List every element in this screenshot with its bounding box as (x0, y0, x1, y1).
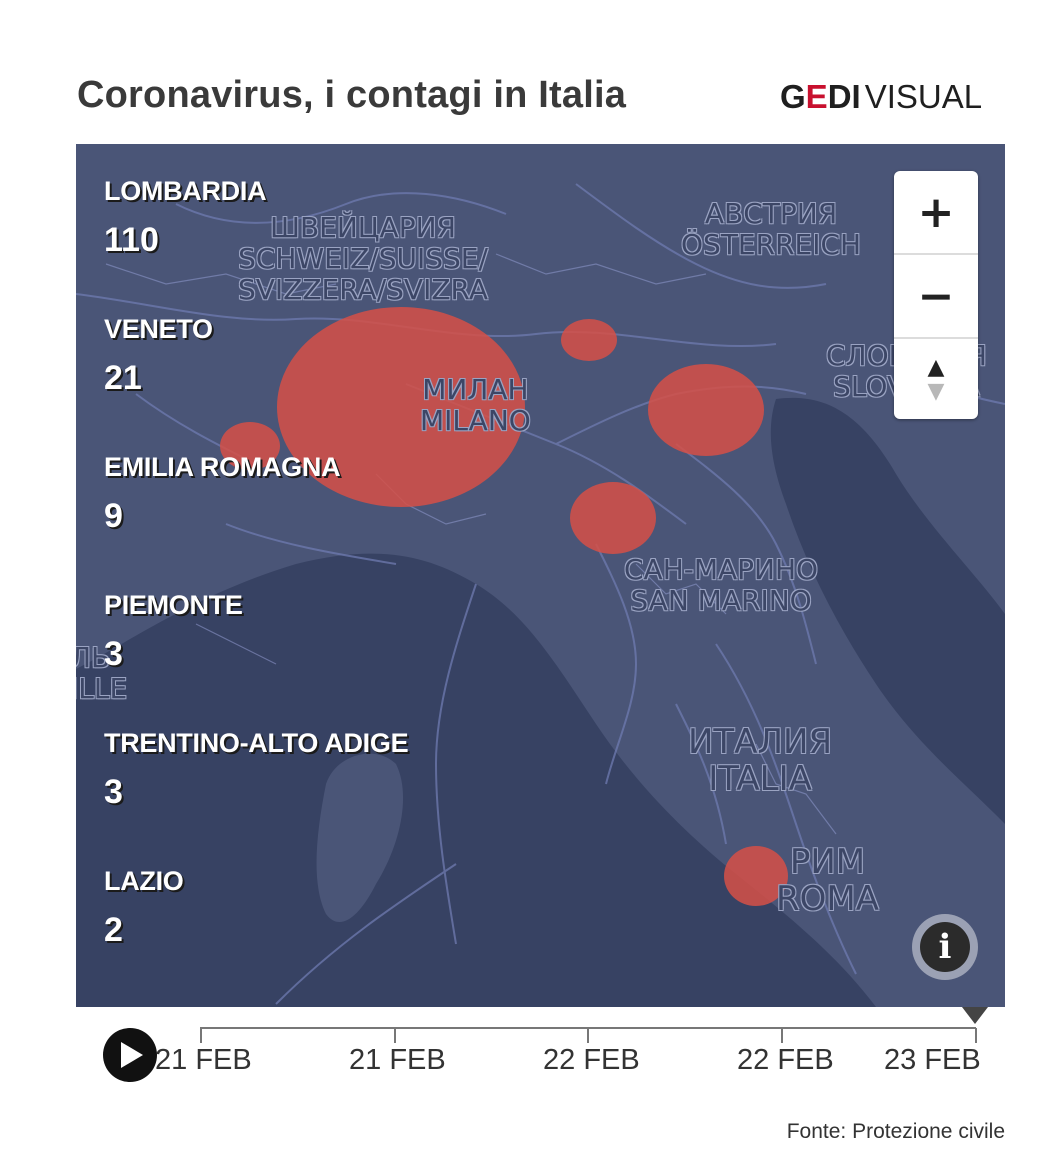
region-name: LOMBARDIA (104, 176, 267, 206)
timeline-tick-label[interactable]: 21 FEB (155, 1044, 252, 1076)
map-label-edge-left: ЛЬ ILLE (76, 641, 128, 705)
region-entry: PIEMONTE 3 (104, 590, 408, 728)
info-icon: i (920, 922, 970, 972)
region-name: EMILIA ROMAGNA (104, 452, 341, 482)
info-button[interactable]: i (912, 914, 978, 980)
chart-title: Coronavirus, i contagi in Italia (77, 74, 627, 116)
map-canvas[interactable]: ШВЕЙЦАРИЯ SCHWEIZ/SUISSE/ SVIZZERA/SVIZR… (76, 144, 1005, 1007)
map-basemap (76, 183, 1005, 1007)
region-name: TRENTINO-ALTO ADIGE (104, 728, 409, 758)
timeline-track[interactable] (0, 1007, 1060, 1097)
map-label-austria: АВСТРИЯ ÖSTERREICH (681, 197, 862, 261)
timeline-tick-label[interactable]: 22 FEB (543, 1044, 640, 1076)
bubble-trentino[interactable] (561, 319, 617, 361)
region-entry: VENETO 21 (104, 314, 408, 452)
region-count: 3 (104, 635, 123, 673)
timeline-handle (962, 1007, 988, 1024)
region-count: 9 (104, 497, 123, 535)
region-list: LOMBARDIA 110 VENETO 21 EMILIA ROMAGNA 9 PIEMO… (104, 176, 409, 1004)
compass-button[interactable]: ▲ ▼ (894, 339, 978, 419)
bubble-piemonte[interactable] (220, 422, 280, 470)
timeline-tick-label[interactable]: 22 FEB (737, 1044, 834, 1076)
region-entry: TRENTINO-ALTO ADIGE 3 (104, 728, 409, 866)
bubble-veneto[interactable] (648, 364, 764, 456)
zoom-control: + − ▲ ▼ (894, 171, 978, 419)
region-entry: EMILIA ROMAGNA 9 (104, 452, 408, 590)
play-button[interactable] (103, 1028, 157, 1082)
region-count: 21 (104, 359, 142, 397)
compass-down-icon: ▼ (927, 379, 945, 404)
source-note: Fonte: Protezione civile (786, 1120, 1005, 1143)
map-label-switzerland: ШВЕЙЦАРИЯ SCHWEIZ/SUISSE/ SVIZZERA/SVIZR… (238, 211, 488, 306)
map-label-milano: МИЛАН MILANO (420, 373, 531, 437)
region-name: PIEMONTE (104, 590, 243, 620)
gedi-visual-logo[interactable]: GEDI VISUAL (780, 78, 983, 115)
bubble-lazio[interactable] (724, 846, 788, 906)
region-entry: LOMBARDIA 110 (104, 176, 408, 314)
region-name: LAZIO (104, 866, 184, 896)
timeline-tick-label-current[interactable]: 23 FEB (884, 1044, 981, 1076)
compass-up-icon: ▲ (927, 355, 945, 380)
bubble-emilia-romagna[interactable] (570, 482, 656, 554)
map-label-italia: ИТАЛИЯ ITALIA (688, 722, 833, 799)
region-name: VENETO (104, 314, 213, 344)
region-count: 110 (104, 221, 159, 259)
zoom-in-button[interactable]: + (894, 171, 978, 255)
timeline-tick-label[interactable]: 21 FEB (349, 1044, 446, 1076)
map-label-roma: РИМ ROMA (776, 842, 879, 919)
play-icon (121, 1042, 143, 1068)
region-count: 2 (104, 911, 123, 949)
map-label-san-marino: САН-МАРИНО SAN MARINO (624, 553, 819, 617)
region-count: 3 (104, 773, 123, 811)
bubble-lombardia[interactable] (277, 307, 525, 507)
region-entry: LAZIO 2 (104, 866, 408, 1004)
zoom-out-button[interactable]: − (894, 255, 978, 339)
